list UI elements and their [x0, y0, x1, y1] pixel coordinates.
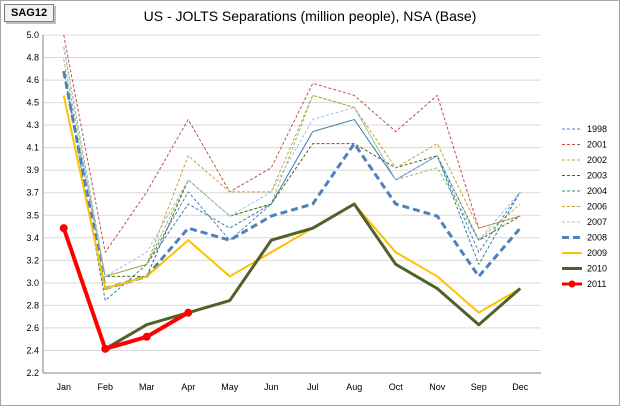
x-tick-label: Sep: [471, 382, 487, 392]
y-tick-label: 4.1: [26, 143, 39, 153]
y-tick-label: 2.4: [26, 345, 39, 355]
series-line-2002: [63, 59, 521, 277]
legend-label: 2002: [587, 155, 607, 165]
series-line-2006: [63, 46, 521, 277]
series-line-2007: [63, 46, 521, 277]
x-tick-label: Jun: [264, 382, 279, 392]
legend-marker-2011: [568, 280, 576, 288]
data-point-2011: [142, 332, 151, 341]
y-tick-label: 2.8: [26, 300, 39, 310]
legend-label: 2009: [587, 248, 607, 258]
series-line-2009: [62, 95, 521, 314]
chart-id-badge: SAG12: [4, 4, 55, 22]
x-tick-label: Apr: [181, 382, 195, 392]
legend-label: 2007: [587, 217, 607, 227]
series-line-2010: [104, 202, 522, 351]
x-tick-label: Jan: [56, 382, 71, 392]
y-tick-label: 3.5: [26, 210, 39, 220]
legend-label: 1998: [587, 124, 607, 134]
legend-label: 2008: [587, 233, 607, 243]
legend-label: 2001: [587, 140, 607, 150]
y-tick-label: 2.2: [26, 368, 39, 378]
series-line-2003: [63, 46, 521, 277]
x-tick-label: Dec: [512, 382, 529, 392]
y-tick-label: 3.2: [26, 255, 39, 265]
y-tick-label: 3.4: [26, 233, 39, 243]
x-tick-label: Feb: [97, 382, 113, 392]
x-tick-label: May: [221, 382, 239, 392]
y-tick-label: 5.0: [26, 30, 39, 40]
series-line-2011: [61, 227, 190, 351]
legend-label: 2011: [587, 279, 606, 289]
x-tick-label: Aug: [346, 382, 362, 392]
y-tick-label: 2.6: [26, 323, 39, 333]
x-tick-label: Oct: [389, 382, 404, 392]
x-tick-label: Mar: [139, 382, 155, 392]
y-tick-label: 3.0: [26, 278, 39, 288]
legend-label: 2004: [587, 186, 607, 196]
series-line-2008: [62, 70, 522, 290]
legend-label: 2010: [587, 264, 607, 274]
y-tick-label: 4.8: [26, 53, 39, 63]
x-tick-label: Nov: [429, 382, 446, 392]
series-line-2001: [63, 34, 521, 253]
data-point-2011: [184, 308, 193, 317]
y-tick-label: 4.3: [26, 120, 39, 130]
data-point-2011: [59, 224, 68, 233]
chart-title: US - JOLTS Separations (million people),…: [143, 8, 477, 24]
y-tick-label: 3.7: [26, 188, 39, 198]
y-tick-label: 4.5: [26, 98, 39, 108]
legend-label: 2006: [587, 202, 607, 212]
y-tick-label: 3.9: [26, 165, 39, 175]
x-tick-label: Jul: [307, 382, 319, 392]
legend-label: 2003: [587, 171, 607, 181]
data-point-2011: [101, 344, 110, 353]
y-tick-label: 4.6: [26, 75, 39, 85]
